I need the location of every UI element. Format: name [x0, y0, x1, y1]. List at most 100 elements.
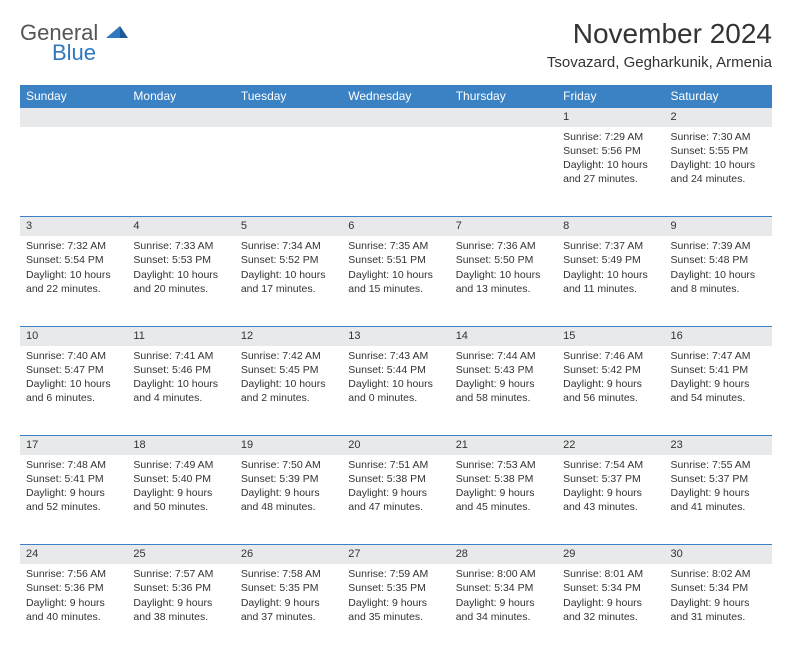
sunrise-line: Sunrise: 7:49 AM [133, 458, 228, 472]
sunrise-line: Sunrise: 7:48 AM [26, 458, 121, 472]
day-cell: Sunrise: 7:50 AMSunset: 5:39 PMDaylight:… [235, 455, 342, 545]
sunset-line: Sunset: 5:37 PM [563, 472, 658, 486]
day-number: 8 [557, 217, 664, 236]
day-number: 9 [665, 217, 772, 236]
day-cell: Sunrise: 7:44 AMSunset: 5:43 PMDaylight:… [450, 346, 557, 436]
day-cell: Sunrise: 7:54 AMSunset: 5:37 PMDaylight:… [557, 455, 664, 545]
day-number [342, 108, 449, 127]
daylight-line: Daylight: 9 hours and 52 minutes. [26, 486, 121, 514]
sunrise-line: Sunrise: 7:44 AM [456, 349, 551, 363]
day-cell: Sunrise: 8:02 AMSunset: 5:34 PMDaylight:… [665, 564, 772, 654]
day-cell: Sunrise: 7:33 AMSunset: 5:53 PMDaylight:… [127, 236, 234, 326]
weekday-header-row: SundayMondayTuesdayWednesdayThursdayFrid… [20, 85, 772, 108]
daylight-line: Daylight: 10 hours and 4 minutes. [133, 377, 228, 405]
daylight-line: Daylight: 9 hours and 45 minutes. [456, 486, 551, 514]
daylight-line: Daylight: 9 hours and 37 minutes. [241, 596, 336, 624]
sunset-line: Sunset: 5:54 PM [26, 253, 121, 267]
day-content-row: Sunrise: 7:29 AMSunset: 5:56 PMDaylight:… [20, 127, 772, 217]
sunset-line: Sunset: 5:55 PM [671, 144, 766, 158]
sunset-line: Sunset: 5:34 PM [456, 581, 551, 595]
day-cell [127, 127, 234, 217]
day-number-row: 12 [20, 108, 772, 127]
daylight-line: Daylight: 10 hours and 22 minutes. [26, 268, 121, 296]
day-number: 19 [235, 436, 342, 455]
sunset-line: Sunset: 5:56 PM [563, 144, 658, 158]
sunset-line: Sunset: 5:52 PM [241, 253, 336, 267]
sunset-line: Sunset: 5:35 PM [241, 581, 336, 595]
brand-logo: General Blue [20, 22, 128, 64]
sunrise-line: Sunrise: 7:39 AM [671, 239, 766, 253]
title-block: November 2024 Tsovazard, Gegharkunik, Ar… [547, 18, 772, 71]
sunrise-line: Sunrise: 7:55 AM [671, 458, 766, 472]
sunrise-line: Sunrise: 7:58 AM [241, 567, 336, 581]
daylight-line: Daylight: 10 hours and 0 minutes. [348, 377, 443, 405]
daylight-line: Daylight: 9 hours and 38 minutes. [133, 596, 228, 624]
day-number: 23 [665, 436, 772, 455]
daylight-line: Daylight: 9 hours and 47 minutes. [348, 486, 443, 514]
day-cell: Sunrise: 7:35 AMSunset: 5:51 PMDaylight:… [342, 236, 449, 326]
sunrise-line: Sunrise: 7:41 AM [133, 349, 228, 363]
day-cell: Sunrise: 8:01 AMSunset: 5:34 PMDaylight:… [557, 564, 664, 654]
daylight-line: Daylight: 9 hours and 58 minutes. [456, 377, 551, 405]
day-cell: Sunrise: 7:34 AMSunset: 5:52 PMDaylight:… [235, 236, 342, 326]
day-cell: Sunrise: 7:56 AMSunset: 5:36 PMDaylight:… [20, 564, 127, 654]
day-number [235, 108, 342, 127]
day-cell: Sunrise: 7:39 AMSunset: 5:48 PMDaylight:… [665, 236, 772, 326]
sunrise-line: Sunrise: 7:34 AM [241, 239, 336, 253]
brand-text: General Blue [20, 22, 128, 64]
location: Tsovazard, Gegharkunik, Armenia [547, 54, 772, 71]
sunset-line: Sunset: 5:39 PM [241, 472, 336, 486]
sunset-line: Sunset: 5:49 PM [563, 253, 658, 267]
day-content-row: Sunrise: 7:32 AMSunset: 5:54 PMDaylight:… [20, 236, 772, 326]
day-cell [20, 127, 127, 217]
day-cell: Sunrise: 7:42 AMSunset: 5:45 PMDaylight:… [235, 346, 342, 436]
sunset-line: Sunset: 5:38 PM [456, 472, 551, 486]
calendar-table: SundayMondayTuesdayWednesdayThursdayFrid… [20, 85, 772, 654]
day-number [450, 108, 557, 127]
daylight-line: Daylight: 9 hours and 41 minutes. [671, 486, 766, 514]
sunrise-line: Sunrise: 7:37 AM [563, 239, 658, 253]
sunset-line: Sunset: 5:53 PM [133, 253, 228, 267]
sunset-line: Sunset: 5:38 PM [348, 472, 443, 486]
day-cell: Sunrise: 7:29 AMSunset: 5:56 PMDaylight:… [557, 127, 664, 217]
sunrise-line: Sunrise: 7:46 AM [563, 349, 658, 363]
weekday-header: Friday [557, 85, 664, 108]
day-number-row: 3456789 [20, 217, 772, 236]
day-number: 28 [450, 545, 557, 564]
daylight-line: Daylight: 10 hours and 6 minutes. [26, 377, 121, 405]
sunset-line: Sunset: 5:43 PM [456, 363, 551, 377]
daylight-line: Daylight: 9 hours and 34 minutes. [456, 596, 551, 624]
daylight-line: Daylight: 9 hours and 35 minutes. [348, 596, 443, 624]
daylight-line: Daylight: 9 hours and 32 minutes. [563, 596, 658, 624]
day-cell: Sunrise: 7:43 AMSunset: 5:44 PMDaylight:… [342, 346, 449, 436]
sunset-line: Sunset: 5:34 PM [563, 581, 658, 595]
sunset-line: Sunset: 5:37 PM [671, 472, 766, 486]
day-cell: Sunrise: 7:40 AMSunset: 5:47 PMDaylight:… [20, 346, 127, 436]
daylight-line: Daylight: 10 hours and 11 minutes. [563, 268, 658, 296]
brand-blue: Blue [52, 42, 128, 64]
day-cell: Sunrise: 7:32 AMSunset: 5:54 PMDaylight:… [20, 236, 127, 326]
day-number: 24 [20, 545, 127, 564]
daylight-line: Daylight: 10 hours and 13 minutes. [456, 268, 551, 296]
daylight-line: Daylight: 10 hours and 15 minutes. [348, 268, 443, 296]
day-number: 14 [450, 326, 557, 345]
sunset-line: Sunset: 5:48 PM [671, 253, 766, 267]
day-number: 3 [20, 217, 127, 236]
day-number: 7 [450, 217, 557, 236]
weekday-header: Wednesday [342, 85, 449, 108]
day-number-row: 10111213141516 [20, 326, 772, 345]
day-number: 15 [557, 326, 664, 345]
day-number: 25 [127, 545, 234, 564]
day-number: 18 [127, 436, 234, 455]
day-cell: Sunrise: 7:41 AMSunset: 5:46 PMDaylight:… [127, 346, 234, 436]
day-number [20, 108, 127, 127]
day-cell: Sunrise: 7:49 AMSunset: 5:40 PMDaylight:… [127, 455, 234, 545]
day-number: 27 [342, 545, 449, 564]
day-cell: Sunrise: 7:48 AMSunset: 5:41 PMDaylight:… [20, 455, 127, 545]
daylight-line: Daylight: 10 hours and 2 minutes. [241, 377, 336, 405]
day-content-row: Sunrise: 7:48 AMSunset: 5:41 PMDaylight:… [20, 455, 772, 545]
sunset-line: Sunset: 5:47 PM [26, 363, 121, 377]
day-cell: Sunrise: 7:57 AMSunset: 5:36 PMDaylight:… [127, 564, 234, 654]
sunrise-line: Sunrise: 7:47 AM [671, 349, 766, 363]
day-cell: Sunrise: 7:53 AMSunset: 5:38 PMDaylight:… [450, 455, 557, 545]
